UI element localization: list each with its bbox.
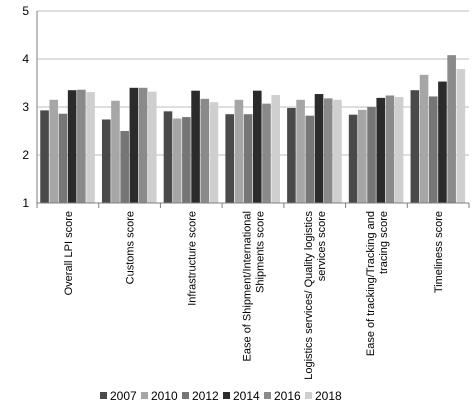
bar-2010 — [358, 109, 367, 203]
x-category-label: Logistics services/ Quality logisticsser… — [303, 211, 328, 380]
bar-2010 — [234, 99, 244, 203]
bar-2016 — [200, 98, 210, 203]
bar-2007 — [287, 107, 296, 203]
x-category-label: Overall LPI score — [63, 211, 75, 295]
bar-2012 — [305, 115, 315, 203]
bar-2018 — [456, 69, 466, 203]
category-labels: Overall LPI score Customs score Infrastruc… — [63, 211, 445, 380]
bar-2007 — [348, 114, 358, 203]
legend-label: 2010 — [151, 389, 178, 403]
bar-2012 — [243, 114, 253, 203]
legend-swatch-2012 — [182, 392, 189, 399]
legend: 2007 2010 2012 2014 2016 2018 — [100, 389, 342, 403]
bar-2018 — [147, 91, 157, 203]
y-tick-label: 2 — [22, 148, 29, 162]
y-tick-labels: 1 2 3 4 5 — [22, 4, 29, 210]
bar-2012 — [120, 131, 129, 203]
bar-2010 — [49, 99, 59, 203]
x-category-label: Timeliness score — [433, 211, 445, 293]
x-category-label: Ease of tracking/Tracking andtracing sco… — [365, 211, 390, 356]
y-tick-label: 4 — [22, 52, 29, 66]
bar-2016 — [262, 103, 271, 203]
bar-2012 — [367, 107, 376, 203]
bar-2014 — [67, 90, 77, 203]
bars — [40, 55, 466, 203]
x-category-label: Customs score — [125, 211, 137, 284]
bar-2014 — [314, 94, 324, 203]
x-category-label: Infrastructure score — [186, 211, 198, 306]
legend-swatch-2014 — [223, 392, 230, 399]
bar-2014 — [253, 90, 262, 203]
bar-2010 — [111, 100, 120, 203]
bar-2016 — [77, 89, 86, 203]
bar-2016 — [323, 98, 333, 203]
bar-2016 — [138, 87, 148, 203]
legend-swatch-2018 — [305, 392, 312, 399]
bar-2007 — [101, 119, 111, 203]
legend-label: 2007 — [110, 389, 137, 403]
bar-2014 — [438, 81, 447, 203]
legend-swatch-2007 — [100, 392, 107, 399]
bar-2018 — [86, 92, 95, 203]
bar-2010 — [296, 99, 305, 203]
legend-swatch-2016 — [264, 392, 271, 399]
legend-label: 2014 — [233, 389, 260, 403]
bar-2016 — [385, 95, 395, 203]
bar-2007 — [40, 110, 49, 203]
bar-2007 — [225, 114, 234, 203]
bar-2010 — [419, 74, 429, 203]
bar-2014 — [376, 97, 386, 203]
bar-2016 — [447, 55, 456, 203]
bar-2012 — [58, 113, 68, 203]
y-tick-label: 1 — [22, 196, 29, 210]
bar-2018 — [394, 96, 404, 203]
x-category-label: Ease of Shipment/InternationalShipments … — [242, 211, 267, 361]
legend-swatch-2010 — [141, 392, 148, 399]
bar-2010 — [172, 118, 182, 203]
bar-2018 — [209, 102, 219, 203]
legend-label: 2018 — [315, 389, 342, 403]
bar-2007 — [163, 111, 173, 203]
bar-2014 — [191, 90, 200, 203]
bar-2014 — [129, 87, 139, 203]
legend-label: 2016 — [274, 389, 301, 403]
bar-2018 — [271, 95, 280, 203]
y-tick-label: 5 — [22, 4, 29, 18]
legend-label: 2012 — [192, 389, 219, 403]
bar-2012 — [428, 96, 438, 203]
bar-2012 — [182, 117, 191, 203]
y-tick-label: 3 — [22, 100, 29, 114]
bar-2007 — [410, 90, 420, 203]
bar-2018 — [333, 99, 342, 203]
axes — [36, 11, 470, 208]
